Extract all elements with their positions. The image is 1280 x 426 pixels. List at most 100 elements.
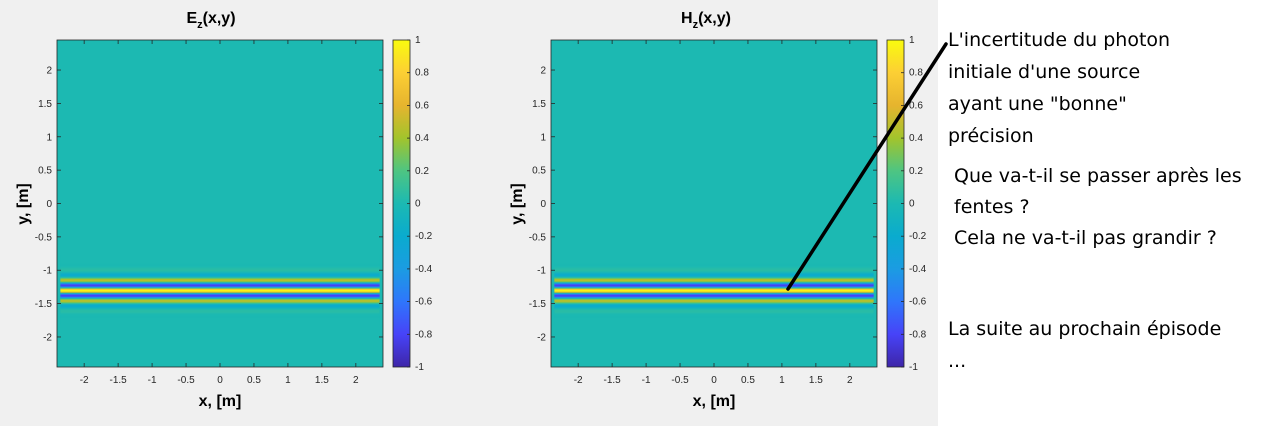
heatmap-row — [60, 316, 380, 318]
x-tick-label: -0.5 — [671, 375, 689, 386]
heatmap-row — [554, 312, 874, 314]
hz-colorbar-ticks: 1 0.8 0.6 0.4 0.2 0 -0.2 -0.4 -0.6 -0.8 -1 — [901, 35, 927, 373]
heatmap-row — [60, 286, 380, 288]
y-tick-label: 0 — [540, 199, 546, 210]
x-tick-label: 1.5 — [809, 375, 823, 386]
heatmap-row — [554, 265, 874, 267]
heatmap-row — [554, 278, 874, 280]
colorbar-tick-label: 0 — [909, 199, 915, 210]
heatmap-row — [554, 287, 874, 289]
heatmap-row — [60, 299, 380, 301]
x-tick-label: -0.5 — [177, 375, 195, 386]
heatmap-row — [554, 276, 874, 278]
ez-title: Ez(x,y) — [186, 10, 235, 31]
colorbar-tick-label: 0.2 — [415, 166, 429, 177]
colorbar-tick-label: -0.6 — [415, 297, 433, 308]
x-tick-label: 0.5 — [247, 375, 261, 386]
heatmap-row — [554, 306, 874, 308]
heatmap-row — [60, 302, 380, 304]
colorbar-tick-label: -1 — [415, 362, 424, 373]
heatmap-row — [60, 268, 380, 270]
colorbar-tick-label: -0.6 — [909, 297, 927, 308]
heatmap-row — [554, 320, 874, 322]
heatmap-row — [554, 275, 874, 277]
heatmap-row — [554, 282, 874, 284]
colorbar-tick-label: 0.4 — [909, 133, 923, 144]
annotation-photon-uncertainty: L'incertitude du photon initiale d'une s… — [948, 24, 1170, 152]
annotation-line: ayant une "bonne" — [948, 93, 1127, 115]
heatmap-row — [60, 309, 380, 311]
ez-x-ticks: -2 -1.5 -1 -0.5 0 0.5 1 1.5 2 — [80, 40, 359, 386]
heatmap-row — [554, 258, 874, 260]
heatmap-row — [60, 277, 380, 279]
heatmap-row — [60, 281, 380, 283]
heatmap-row — [554, 260, 874, 262]
x-tick-label: 2 — [847, 375, 853, 386]
y-tick-label: -0.5 — [529, 232, 547, 243]
heatmap-row — [554, 259, 874, 261]
y-tick-label: 0.5 — [532, 166, 546, 177]
x-tick-label: 0.5 — [741, 375, 755, 386]
heatmap-row — [554, 273, 874, 275]
heatmap-row — [60, 321, 380, 323]
heatmap-row — [554, 319, 874, 321]
heatmap-row — [554, 281, 874, 283]
heatmap-row — [554, 270, 874, 272]
x-tick-label: -2 — [80, 375, 89, 386]
x-tick-label: -2 — [574, 375, 583, 386]
heatmap-row — [60, 288, 380, 290]
colorbar-tick-label: 0.8 — [909, 68, 923, 79]
heatmap-row — [60, 261, 380, 263]
y-tick-label: -1 — [43, 266, 52, 277]
heatmap-row — [554, 277, 874, 279]
colorbar-tick-label: 0.4 — [415, 133, 429, 144]
annotation-line: fentes ? — [954, 196, 1030, 218]
heatmap-row — [554, 274, 874, 276]
heatmap-row — [60, 319, 380, 321]
ez-y-label: y, [m] — [15, 183, 32, 224]
annotation-line: Cela ne va-t-il pas grandir ? — [954, 227, 1217, 249]
y-tick-label: 1.5 — [532, 99, 546, 110]
heatmap-row — [554, 256, 874, 258]
heatmap-row — [60, 297, 380, 299]
heatmap-row — [554, 293, 874, 295]
heatmap-row — [554, 310, 874, 312]
heatmap-row — [554, 296, 874, 298]
heatmap-row — [554, 280, 874, 282]
heatmap-row — [554, 290, 874, 292]
annotation-line: L'incertitude du photon — [948, 29, 1171, 51]
heatmap-row — [60, 310, 380, 312]
heatmap-row — [60, 296, 380, 298]
heatmap-row — [60, 315, 380, 317]
heatmap-row — [60, 292, 380, 294]
heatmap-row — [554, 283, 874, 285]
colorbar-tick-label: -0.8 — [415, 329, 433, 340]
y-tick-label: -0.5 — [35, 232, 53, 243]
heatmap-row — [554, 297, 874, 299]
heatmap-row — [60, 267, 380, 269]
annotation-next-episode: La suite au prochain épisode ... — [948, 313, 1221, 377]
heatmap-row — [60, 269, 380, 271]
heatmap-row — [554, 272, 874, 274]
heatmap-row — [60, 303, 380, 305]
y-tick-label: 2 — [540, 66, 546, 77]
y-tick-label: -2 — [537, 332, 546, 343]
heatmap-row — [60, 256, 380, 258]
heatmap-row — [554, 323, 874, 325]
heatmap-row — [60, 311, 380, 313]
colorbar-tick-label: -0.4 — [909, 264, 927, 275]
heatmap-row — [554, 266, 874, 268]
heatmap-row — [554, 313, 874, 315]
x-tick-label: 0 — [711, 375, 717, 386]
heatmap-row — [554, 295, 874, 297]
heatmap-row — [554, 317, 874, 319]
heatmap-row — [60, 307, 380, 309]
x-tick-label: -1 — [642, 375, 651, 386]
heatmap-row — [554, 263, 874, 265]
heatmap-row — [60, 289, 380, 291]
heatmap-row — [60, 272, 380, 274]
colorbar-tick-label: -0.2 — [909, 231, 927, 242]
heatmap-row — [554, 268, 874, 270]
heatmap-row — [60, 320, 380, 322]
